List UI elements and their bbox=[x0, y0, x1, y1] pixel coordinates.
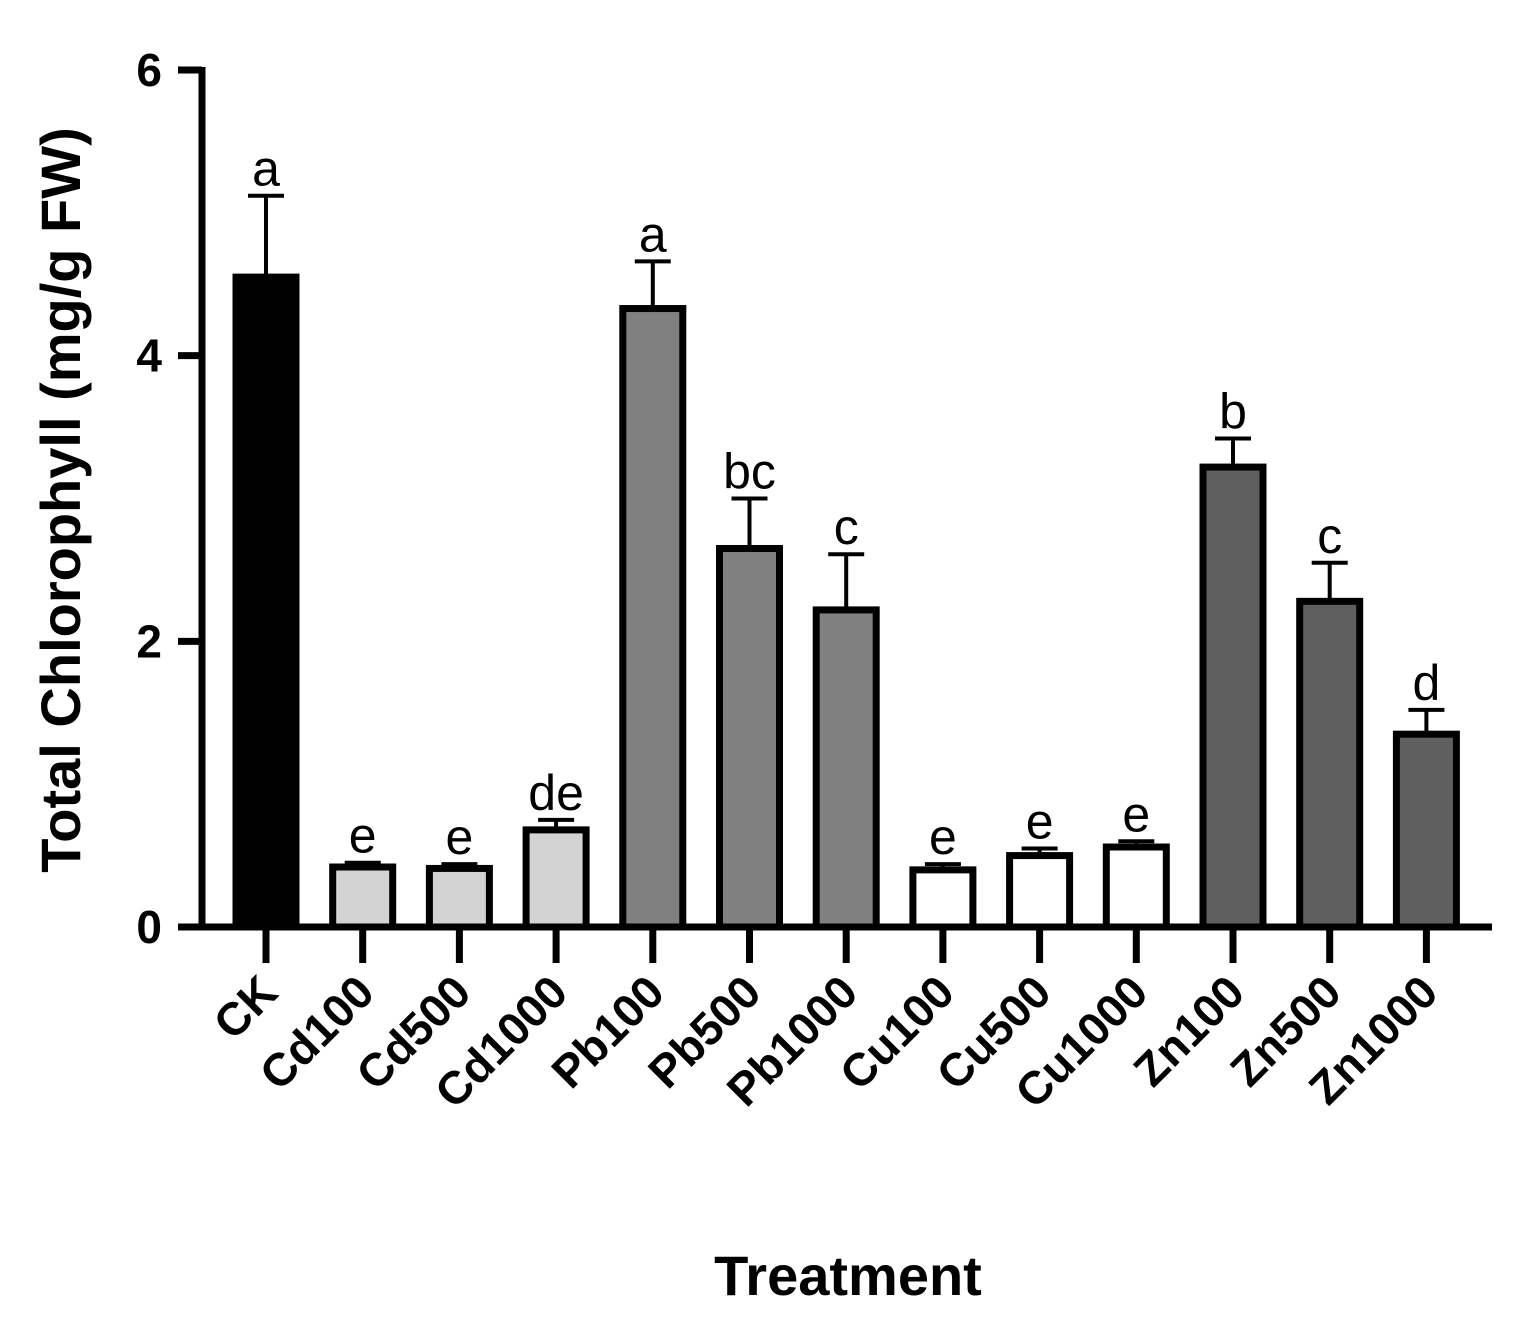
bar-zn100 bbox=[1199, 463, 1267, 931]
significance-label: a bbox=[252, 141, 280, 197]
significance-label: c bbox=[1317, 508, 1342, 564]
bar-pb100 bbox=[619, 305, 687, 931]
bar-cd500 bbox=[425, 864, 493, 931]
bar-zn500 bbox=[1296, 597, 1364, 931]
x-axis-title: Treatment bbox=[714, 1244, 982, 1307]
bar-cu100 bbox=[909, 866, 977, 931]
y-tick-label: 2 bbox=[136, 615, 162, 667]
y-tick-label: 6 bbox=[136, 44, 162, 96]
significance-label: d bbox=[1412, 655, 1440, 711]
significance-label: e bbox=[445, 809, 473, 865]
significance-label: e bbox=[1026, 793, 1054, 849]
y-tick-label: 0 bbox=[136, 901, 162, 953]
y-tick-label: 4 bbox=[136, 330, 162, 382]
bar-ck bbox=[232, 273, 300, 931]
y-axis: 0 2 4 6 bbox=[136, 44, 206, 953]
bar-cu500 bbox=[1006, 852, 1074, 931]
y-axis-title: Total Chlorophyll (mg/g FW) bbox=[29, 127, 92, 873]
bar-cu1000 bbox=[1102, 843, 1170, 931]
bar-cd1000 bbox=[522, 826, 590, 931]
x-tick-label: Zn100 bbox=[1123, 965, 1254, 1096]
significance-label: b bbox=[1219, 384, 1247, 440]
x-axis: CKCd100Cd500Cd1000Pb100Pb500Pb1000Cu100C… bbox=[199, 923, 1492, 1118]
significance-label: c bbox=[834, 499, 859, 555]
significance-label: e bbox=[929, 809, 957, 865]
bar-cd100 bbox=[329, 863, 397, 931]
significance-label: e bbox=[349, 808, 377, 864]
significance-label: e bbox=[1122, 786, 1150, 842]
significance-label: bc bbox=[723, 444, 776, 500]
bar-pb1000 bbox=[812, 606, 880, 931]
bar-zn1000 bbox=[1392, 730, 1460, 931]
significance-label: de bbox=[528, 765, 584, 821]
bar-pb500 bbox=[716, 544, 783, 931]
significance-label: a bbox=[639, 206, 667, 262]
